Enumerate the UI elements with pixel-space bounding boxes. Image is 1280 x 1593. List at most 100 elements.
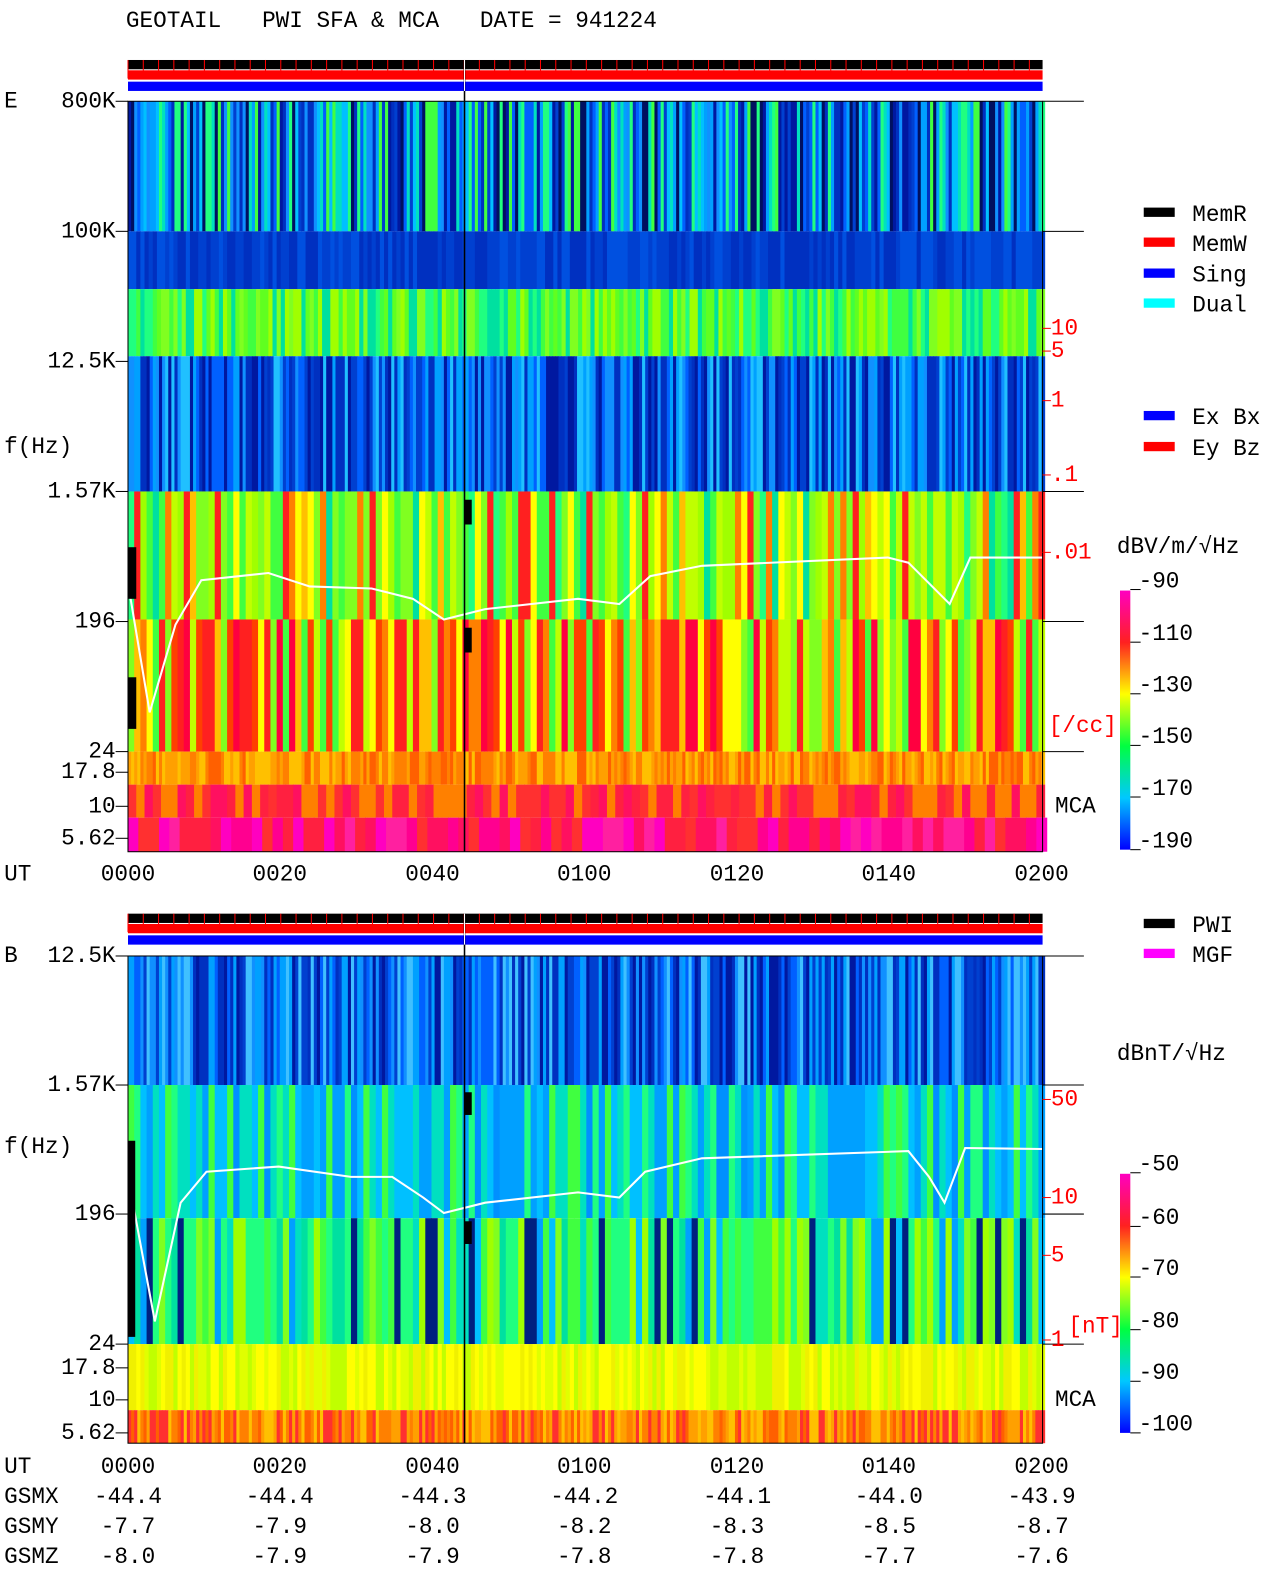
- spectrum-cell: [233, 1085, 240, 1219]
- spectrum-cell: [642, 101, 646, 232]
- spectrum-cell: [648, 784, 658, 818]
- spectrum-cell: [954, 751, 959, 785]
- spectrum-cell: [441, 289, 447, 357]
- spectrum-cell: [394, 1218, 402, 1345]
- spectrum-cell: [301, 619, 309, 752]
- spectrum-cell: [508, 955, 513, 1086]
- spectrum-cell: [468, 101, 473, 232]
- spectrum-cell: [273, 101, 278, 232]
- spectrum-cell: [930, 955, 934, 1086]
- spectrum-cell: [954, 356, 959, 492]
- spectrum-cell: [1038, 751, 1043, 785]
- spectrum-cell: [920, 289, 926, 357]
- spectrum-cell: [220, 1218, 228, 1345]
- spectrum-cell: [697, 619, 705, 752]
- spectrum-cell: [1001, 619, 1008, 752]
- spectrum-cell: [218, 289, 224, 357]
- spectrum-cell: [258, 1218, 265, 1345]
- spectrum-cell: [642, 751, 646, 785]
- spectrum-cell: [276, 751, 281, 785]
- spectrum-cell: [896, 784, 905, 818]
- spectrum-cell: [518, 1410, 522, 1444]
- spectrum-cell: [564, 955, 569, 1086]
- spectrum-cell: [1036, 289, 1042, 357]
- spectrum-cell: [806, 101, 810, 232]
- spectrum-cell: [592, 955, 597, 1086]
- spectrum-cell: [239, 289, 245, 357]
- spectrum-cell: [842, 1344, 847, 1411]
- orbit-value: -44.3: [398, 1484, 466, 1510]
- spectrum-cell: [796, 1410, 801, 1444]
- spectrum-cell: [744, 1410, 748, 1444]
- spectrum-cell: [654, 491, 662, 620]
- spectrum-cell: [908, 619, 916, 752]
- spectrum-cell: [239, 356, 244, 492]
- spectrum-cell: [604, 619, 612, 752]
- spectrum-cell: [347, 751, 352, 785]
- spectrum-cell: [1016, 751, 1021, 785]
- spectrum-cell: [553, 231, 558, 290]
- spectrum-cell: [132, 1344, 137, 1411]
- spectrum-cell: [627, 289, 633, 357]
- spectrum-cell: [471, 1410, 476, 1444]
- spectrum-cell: [1011, 1344, 1017, 1411]
- spectrum-cell: [456, 619, 463, 752]
- spectrum-cell: [189, 356, 194, 492]
- spectrum-cell: [344, 1085, 352, 1219]
- spectrum-cell: [691, 1085, 699, 1219]
- spectrum-cell: [202, 231, 207, 290]
- spectrum-cell: [933, 1218, 940, 1345]
- spectrum-cell: [375, 356, 380, 492]
- spectrum-cell: [865, 1410, 869, 1444]
- spectrum-cell: [392, 231, 397, 290]
- spectrum-cell: [818, 751, 823, 785]
- spectrum-cell: [580, 491, 587, 620]
- spectrum-cell: [186, 1410, 191, 1444]
- spectrum-cell: [230, 955, 234, 1086]
- spectrum-cell: [400, 784, 410, 818]
- spectrum-cell: [555, 101, 559, 232]
- spectrum-cell: [896, 751, 900, 785]
- spectrum-cell: [453, 356, 457, 492]
- spectrum-cell: [614, 1410, 618, 1444]
- spectrum-cell: [602, 1344, 608, 1411]
- spectrum-cell: [245, 955, 250, 1086]
- spectrum-cell: [297, 231, 302, 290]
- spectrum-cell: [862, 784, 872, 818]
- spectrum-cell: [840, 356, 844, 492]
- spectrum-cell: [957, 289, 963, 357]
- spectrum-cell: [158, 491, 166, 620]
- spectrum-cell: [973, 751, 978, 785]
- spectrum-cell: [648, 619, 655, 752]
- spectrum-cell: [412, 101, 417, 232]
- spectrum-cell: [908, 1344, 914, 1411]
- spectrum-cell: [546, 955, 550, 1086]
- spectrum-cell: [964, 101, 968, 232]
- spectrum-cell: [623, 1410, 628, 1444]
- spectrum-cell: [155, 356, 160, 492]
- spectrum-cell: [728, 1218, 736, 1345]
- orbit-value: -7.9: [405, 1544, 459, 1570]
- spectrum-cell: [778, 491, 786, 620]
- spectrum-cell: [957, 619, 965, 752]
- spectrum-cell: [224, 751, 228, 785]
- spectrum-cell: [434, 1410, 439, 1444]
- spectrum-cell: [412, 231, 418, 290]
- spectrum-cell: [762, 751, 767, 785]
- spectrum-cell: [858, 491, 866, 620]
- spectrum-cell: [821, 1218, 829, 1345]
- spectrum-cell: [412, 1344, 418, 1411]
- spectrum-cell: [790, 1218, 798, 1345]
- spectrum-cell: [892, 1410, 897, 1444]
- spectrum-cell: [654, 356, 659, 492]
- spectrum-cell: [908, 1085, 916, 1219]
- spectrum-cell: [948, 955, 953, 1086]
- spectrum-cell: [598, 751, 603, 785]
- spectrum-cell: [363, 1344, 368, 1411]
- spectrum-cell: [1035, 955, 1039, 1086]
- spectrum-cell: [657, 955, 662, 1086]
- spectrum-cell: [357, 1410, 361, 1444]
- spectrum-cell: [902, 817, 914, 852]
- spectrum-cell: [230, 1410, 234, 1444]
- spectrum-cell: [582, 1344, 587, 1411]
